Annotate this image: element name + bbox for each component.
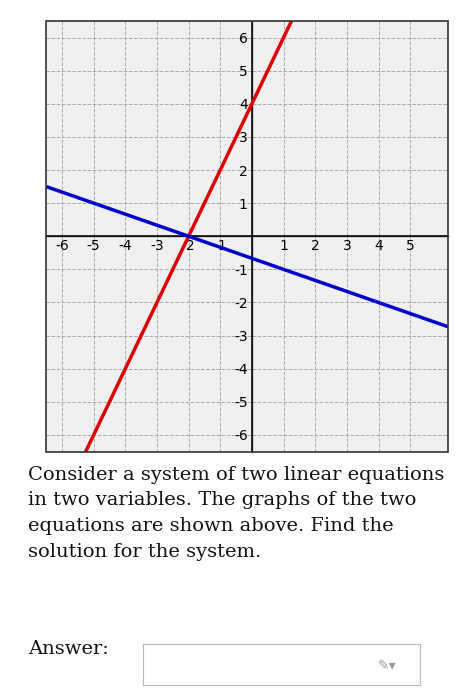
Text: ✎▾: ✎▾ <box>378 659 396 673</box>
Text: Answer:: Answer: <box>28 640 109 659</box>
Text: Consider a system of two linear equations
in two variables. The graphs of the tw: Consider a system of two linear equation… <box>28 466 444 561</box>
